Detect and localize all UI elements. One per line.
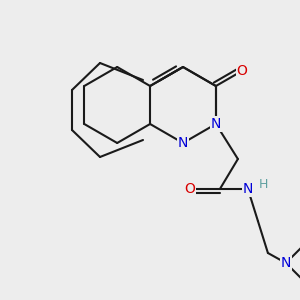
- Text: H: H: [259, 178, 268, 190]
- Text: N: N: [211, 117, 221, 131]
- Text: O: O: [236, 64, 247, 78]
- Text: N: N: [281, 256, 291, 270]
- Text: N: N: [243, 182, 253, 196]
- Text: N: N: [178, 136, 188, 150]
- Text: O: O: [184, 182, 195, 196]
